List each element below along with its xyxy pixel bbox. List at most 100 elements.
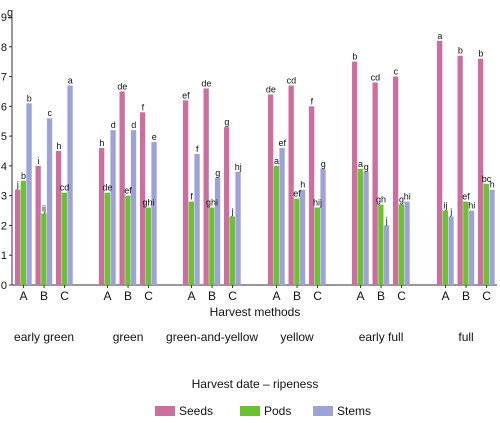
bar-stems <box>151 142 157 285</box>
bar-significance-label: ghi <box>143 198 155 208</box>
bar-seeds <box>352 61 358 285</box>
bar-significance-label: ef <box>124 186 132 196</box>
x-tick-label: C <box>313 289 322 303</box>
bar-stems <box>404 201 410 285</box>
bar-pods <box>41 213 47 285</box>
bar-significance-label: cd <box>371 73 381 83</box>
legend-label-pods: Pods <box>264 404 291 418</box>
x-tick-label: B <box>293 289 301 303</box>
legend: Seeds Pods Stems <box>155 404 371 418</box>
bar-significance-label: d <box>111 120 116 130</box>
bar-seeds <box>99 148 105 285</box>
bar-pods <box>104 192 110 285</box>
bar-stems <box>130 130 137 285</box>
x-tick-label: B <box>124 289 132 303</box>
bar-pods <box>442 210 448 285</box>
bar-significance-label: hj <box>235 162 242 172</box>
bar-significance-label: a <box>437 31 442 41</box>
bar-significance-label: b <box>21 171 26 181</box>
bar-stems <box>26 103 32 285</box>
bar-significance-label: de <box>117 81 127 91</box>
bar-significance-label: b <box>478 49 483 59</box>
bar-stems <box>320 168 326 285</box>
bar-stems <box>46 118 53 285</box>
bar-significance-label: d <box>131 120 136 130</box>
y-tick-label: 1 <box>1 250 7 262</box>
bar-seeds <box>457 55 463 285</box>
x-tick-label: C <box>228 289 237 303</box>
bar-seeds <box>268 94 274 285</box>
bar-stems <box>363 171 369 285</box>
bar-significance-label: g <box>321 159 326 169</box>
bar-significance-label: hi <box>404 192 411 202</box>
bar-significance-label: ij <box>42 204 46 214</box>
bar-significance-label: de <box>266 84 276 94</box>
y-tick-label: 9 <box>1 12 7 24</box>
x-tick-label: B <box>462 289 470 303</box>
group-label: yellow <box>280 330 314 344</box>
bar-pods <box>61 192 67 285</box>
bar-significance-label: hij <box>313 198 322 208</box>
bar-significance-label: e <box>152 132 157 142</box>
x-tick-label: B <box>40 289 48 303</box>
bar-pods <box>463 201 469 285</box>
bar-significance-label: g <box>224 117 229 127</box>
x-tick-label: A <box>442 289 450 303</box>
y-tick-label: 2 <box>1 220 7 232</box>
bar-stems <box>214 177 221 285</box>
bar-stems <box>468 210 475 285</box>
bar-significance-label: b <box>27 93 32 103</box>
bar-significance-label: ef <box>462 192 470 202</box>
bar-significance-label: g <box>364 162 369 172</box>
bar-seeds <box>183 100 189 285</box>
bar-seeds <box>140 112 146 286</box>
bar-significance-label: j <box>16 180 19 190</box>
bar-significance-label: de <box>103 183 113 193</box>
bar-significance-label: j <box>385 215 388 225</box>
bar-significance-label: j <box>231 207 234 217</box>
bar-seeds <box>15 189 21 285</box>
bar-pods <box>357 168 363 285</box>
bar-significance-label: cd <box>287 75 297 85</box>
x-tick-label: C <box>144 289 153 303</box>
bar-significance-label: f <box>142 102 145 112</box>
bar-pods <box>125 195 131 285</box>
bar-seeds <box>203 88 209 285</box>
x-tick-label: B <box>377 289 385 303</box>
group-label: green <box>113 330 144 344</box>
bar-significance-label: c <box>48 108 53 118</box>
bar-stems <box>489 189 495 285</box>
bars <box>15 40 495 286</box>
bar-significance-label: gh <box>376 195 386 205</box>
bar-significance-label: g <box>215 168 220 178</box>
bar-significance-label: a <box>274 156 279 166</box>
bar-significance-label: ef <box>278 138 286 148</box>
bar-significance-label: f <box>190 192 193 202</box>
bar-significance-label: f <box>311 96 314 106</box>
bar-seeds <box>288 85 294 285</box>
legend-swatch-seeds <box>155 406 175 416</box>
legend-swatch-pods <box>240 406 260 416</box>
bar-significance-label: ef <box>182 90 190 100</box>
bar-pods <box>145 207 151 285</box>
bar-significance-label: i <box>37 156 39 166</box>
bar-stems <box>448 216 454 285</box>
bar-seeds <box>437 40 443 286</box>
bar-stems <box>67 85 73 285</box>
bar-stems <box>279 148 285 285</box>
bar-significance-label: hi <box>468 201 475 211</box>
bar-significance-label: h <box>56 141 61 151</box>
bar-seeds <box>372 82 378 285</box>
bar-significance-label: cd <box>60 183 70 193</box>
bar-pods <box>273 165 279 285</box>
group-label: green-and-yellow <box>166 330 258 344</box>
bar-seeds <box>393 76 399 285</box>
bar-seeds <box>478 58 484 285</box>
bar-pods <box>188 201 194 285</box>
x-tick-label: C <box>60 289 69 303</box>
bar-seeds <box>119 91 125 285</box>
x-tick-label: A <box>273 289 281 303</box>
y-tick-label: 4 <box>1 161 7 173</box>
bar-seeds <box>35 165 41 285</box>
